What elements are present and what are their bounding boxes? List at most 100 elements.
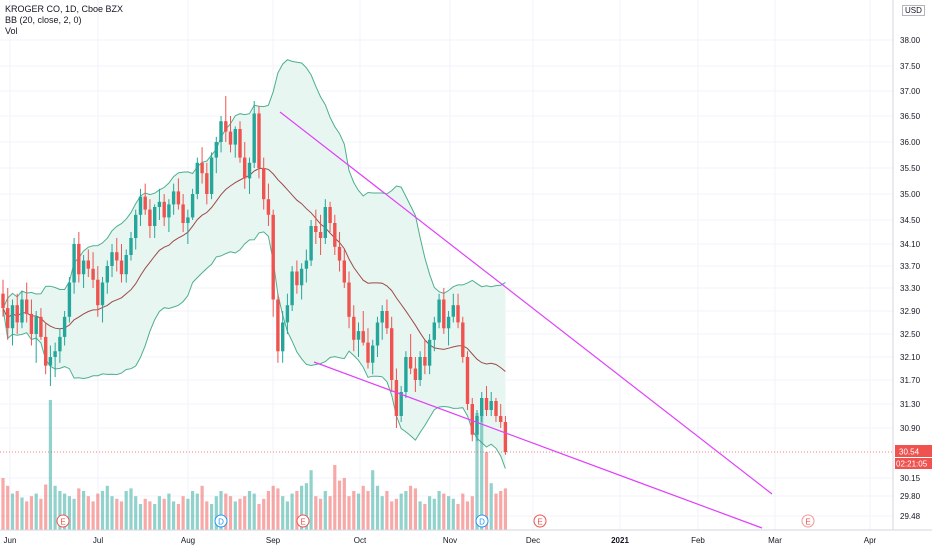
- candle-body: [115, 252, 119, 261]
- event-marker-label: E: [805, 518, 810, 527]
- candle-body: [465, 357, 470, 404]
- price-tick-label: 29.48: [900, 512, 921, 521]
- volume-bar: [309, 470, 313, 530]
- candle-body: [171, 191, 176, 205]
- candle-body: [247, 162, 252, 179]
- candle-body: [375, 322, 380, 346]
- volume-bar: [342, 478, 346, 530]
- candle-body: [299, 268, 304, 286]
- candle-body: [295, 271, 299, 286]
- volume-bar: [484, 452, 489, 530]
- price-tick-label: 29.80: [900, 492, 921, 501]
- volume-bar: [186, 498, 190, 530]
- volume-bar: [119, 501, 124, 530]
- volume-bar: [34, 493, 38, 530]
- candle-body: [162, 201, 166, 218]
- volume-bar: [394, 498, 398, 530]
- candle-body: [100, 282, 105, 306]
- legend-bb: BB (20, close, 2, 0): [5, 15, 82, 25]
- candle-body: [124, 255, 128, 275]
- volume-bar: [25, 501, 29, 530]
- candle-body: [285, 305, 290, 323]
- legend-symbol: KROGER CO, 1D, Cboe BZX: [5, 4, 124, 14]
- volume-bar: [143, 498, 147, 530]
- candle-body: [67, 282, 72, 317]
- candle-body: [34, 316, 38, 334]
- volume-bar: [347, 496, 351, 530]
- candle-body: [243, 157, 247, 179]
- volume-bar: [418, 501, 422, 530]
- candle-body: [352, 316, 356, 340]
- candle-body: [499, 416, 503, 422]
- price-tick-label: 35.50: [900, 164, 921, 173]
- last-price-tag: [895, 445, 932, 457]
- candle-body: [371, 345, 375, 363]
- candle-body: [48, 357, 53, 366]
- trendlines: [0, 111, 893, 529]
- price-tick-label: 37.00: [900, 87, 921, 96]
- candle-body: [110, 252, 114, 266]
- candles: [1, 96, 508, 455]
- candle-body: [176, 191, 181, 205]
- volume-bar: [20, 497, 24, 530]
- candle-body: [318, 232, 323, 238]
- candle-body: [195, 162, 199, 194]
- volume-bar: [437, 491, 441, 530]
- candle-body: [451, 305, 455, 317]
- price-tick-label: 33.70: [900, 262, 921, 271]
- candle-body: [134, 214, 138, 238]
- volume-bar: [375, 485, 380, 530]
- candle-body: [399, 392, 403, 416]
- currency-label[interactable]: USD: [902, 5, 925, 16]
- candle-body: [446, 316, 451, 329]
- volume-bar: [480, 400, 484, 530]
- candle-body: [342, 260, 346, 283]
- volume-bar: [219, 491, 223, 530]
- event-marker-label: E: [537, 518, 542, 527]
- volume-bars: [1, 400, 507, 530]
- volume-bar: [314, 496, 318, 530]
- volume-bar: [371, 470, 375, 530]
- volume-bar: [53, 485, 57, 530]
- candle-body: [224, 121, 228, 132]
- candle-body: [257, 113, 261, 168]
- volume-bar: [63, 493, 67, 530]
- price-tick-label: 35.00: [900, 190, 921, 199]
- candle-body: [81, 260, 86, 275]
- event-marker-circle: [801, 514, 815, 528]
- candle-body: [333, 223, 337, 247]
- volume-bar: [224, 493, 228, 530]
- volume-bar: [499, 491, 503, 530]
- candle-body: [105, 266, 109, 283]
- time-axis[interactable]: Jun Jul Aug Sep Oct Nov Dec 2021 Feb Mar Apr: [0, 529, 932, 550]
- volume-bar: [238, 498, 242, 530]
- volume-bar: [15, 491, 19, 530]
- volume-bar: [385, 491, 389, 530]
- volume-bar: [366, 491, 370, 530]
- candle-body: [304, 260, 309, 269]
- volume-bar: [413, 488, 417, 530]
- candle-body: [15, 305, 19, 323]
- event-marker-circle: [296, 514, 310, 528]
- bb-basis: [2, 167, 506, 372]
- volume-bar: [380, 496, 384, 530]
- candle-body: [503, 422, 508, 452]
- volume-bar: [91, 501, 95, 530]
- candle-body: [138, 196, 143, 215]
- candle-body: [262, 168, 266, 200]
- candle-body: [408, 357, 413, 369]
- volume-bar: [285, 501, 289, 530]
- candle-body: [271, 214, 275, 300]
- candle-body: [413, 368, 418, 380]
- price-tick-label: 34.50: [900, 216, 921, 225]
- candle-body: [181, 204, 185, 223]
- candle-body: [252, 113, 256, 163]
- volume-bar: [328, 496, 332, 530]
- price-axis[interactable]: 38.00 37.50 37.00 36.50 36.00 35.50 35.00 34.50…: [892, 0, 932, 530]
- candle-body: [157, 201, 162, 207]
- price-tick-label: 31.30: [900, 400, 921, 409]
- time-tick-label: Mar: [768, 536, 782, 545]
- candle-body: [390, 328, 394, 380]
